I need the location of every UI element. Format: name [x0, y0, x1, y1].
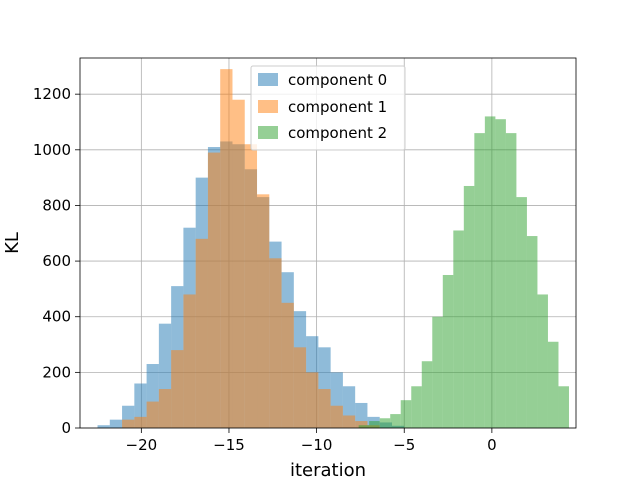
histogram-bar-component-1: [171, 350, 184, 428]
histogram-bar-component-2: [369, 421, 380, 428]
histogram-bar-component-2: [474, 133, 485, 428]
histogram-bar-component-2: [442, 274, 454, 428]
y-tick-label: 600: [42, 252, 71, 270]
histogram-bar-component-0: [109, 419, 123, 428]
histogram-bar-component-2: [463, 185, 475, 428]
y-tick-label: 0: [61, 419, 71, 437]
histogram-bar-component-1: [293, 347, 307, 428]
histogram-bar-component-1: [281, 302, 294, 428]
legend-swatch-component-0: [258, 73, 278, 86]
histogram-bar-component-1: [342, 415, 356, 428]
y-tick-label: 1200: [33, 85, 71, 103]
y-tick-label: 200: [42, 363, 71, 381]
histogram-bar-component-2: [421, 361, 433, 428]
y-tick-label: 800: [42, 196, 71, 214]
histogram-bar-component-2: [379, 418, 391, 428]
histogram-bar-component-1: [183, 294, 196, 428]
histogram-bar-component-2: [400, 400, 412, 428]
x-tick-label: −15: [213, 436, 245, 454]
ticks-layer: −20 −15 −10 −5 0 0 200 400 600 800 1000 1200: [33, 85, 497, 454]
histogram-bar-component-1: [207, 152, 221, 428]
histogram-bar-component-1: [134, 416, 147, 428]
legend-label-component-2: component 2: [288, 124, 387, 142]
histogram-bar-component-2: [358, 425, 370, 428]
legend-swatch-component-1: [258, 100, 278, 113]
histogram-bar-component-1: [122, 419, 135, 428]
histogram-bar-component-2: [537, 294, 548, 428]
histogram-bar-component-1: [355, 421, 368, 428]
legend-box: [250, 65, 406, 151]
histogram-bar-component-1: [158, 389, 172, 428]
histogram-bar-component-2: [484, 116, 496, 428]
series-component-1: [122, 69, 380, 429]
histogram-bar-component-1: [269, 258, 282, 428]
histogram-bar-component-1: [318, 389, 331, 428]
y-tick-label: 400: [42, 308, 71, 326]
histogram-bar-component-1: [330, 405, 343, 428]
series-component-2: [358, 116, 569, 429]
histogram-bar-component-1: [195, 238, 208, 428]
histogram-bar-component-2: [495, 119, 506, 429]
histogram-bar-component-2: [505, 133, 517, 428]
legend-swatch-component-2: [258, 126, 278, 139]
legend-label-component-0: component 0: [288, 71, 387, 89]
histogram-bar-component-2: [390, 414, 401, 428]
x-axis-label: iteration: [290, 460, 366, 480]
histogram-bar-component-1: [220, 69, 233, 429]
histogram-bar-component-2: [526, 236, 538, 428]
bars-layer: [97, 69, 569, 429]
legend: component 0 component 1 component 2: [250, 65, 406, 151]
histogram-bar-component-1: [257, 194, 270, 428]
histogram-bar-component-2: [558, 386, 569, 428]
histogram-bar-component-1: [232, 99, 245, 429]
plot-frame: [79, 57, 577, 429]
legend-label-component-1: component 1: [288, 98, 387, 116]
x-tick-label: −20: [126, 436, 158, 454]
histogram-bar-component-1: [244, 144, 258, 428]
y-axis-label: KL: [2, 232, 23, 254]
x-tick-label: −5: [393, 436, 415, 454]
histogram-bar-component-0: [97, 425, 110, 428]
x-tick-label: 0: [487, 436, 497, 454]
y-tick-label: 1000: [33, 141, 71, 159]
histogram-bar-component-2: [516, 197, 527, 428]
x-tick-label: −10: [301, 436, 333, 454]
histogram-bar-component-1: [146, 401, 159, 428]
histogram-bar-component-2: [411, 386, 422, 428]
histogram-bar-component-2: [453, 230, 464, 428]
histogram-bar-component-2: [547, 341, 559, 428]
histogram-bar-component-2: [432, 316, 443, 428]
histogram-bar-component-1: [306, 372, 319, 428]
